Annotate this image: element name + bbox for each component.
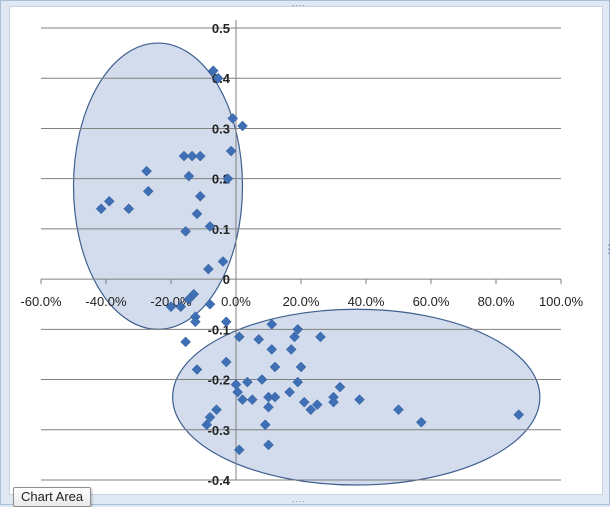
data-point: [123, 203, 135, 215]
data-point: [180, 226, 191, 237]
data-point: [183, 170, 195, 182]
data-point: [204, 411, 216, 423]
data-point: [212, 72, 224, 84]
x-tick-label: -40.0%: [85, 294, 127, 309]
data-point: [201, 419, 213, 431]
data-point: [305, 404, 317, 416]
y-tick-label: -0.2: [208, 373, 230, 388]
data-point: [217, 256, 229, 267]
data-point: [328, 396, 339, 408]
data-point: [142, 185, 154, 197]
x-tick-label: -60.0%: [20, 294, 62, 309]
y-tick-label: 0.1: [212, 222, 230, 237]
y-tick-label: 0.3: [212, 121, 230, 136]
data-point: [191, 364, 203, 375]
data-point: [165, 301, 177, 313]
data-point: [178, 150, 190, 162]
data-point: [186, 150, 198, 162]
y-tick-label: 0: [223, 272, 230, 287]
data-point: [175, 301, 187, 313]
data-point: [263, 439, 274, 451]
data-point: [242, 376, 253, 388]
right-resize-handle[interactable]: ⋮: [603, 242, 610, 256]
data-point: [220, 356, 232, 368]
x-tick-label: 20.0%: [283, 294, 320, 309]
chart-area-tooltip: Chart Area: [13, 487, 92, 507]
data-point: [95, 203, 107, 215]
data-point: [103, 195, 115, 207]
bottom-resize-handle[interactable]: ....: [292, 494, 307, 504]
data-point: [191, 208, 203, 220]
y-tick-label: 0.5: [212, 21, 230, 36]
data-point: [315, 331, 326, 343]
data-point: [180, 336, 191, 348]
data-point: [141, 165, 152, 177]
data-point: [266, 344, 278, 355]
data-point: [284, 386, 295, 398]
data-point: [263, 401, 274, 413]
data-point: [194, 190, 206, 202]
data-point: [311, 399, 323, 411]
data-point: [285, 344, 297, 355]
data-point: [298, 396, 310, 408]
data-point: [204, 298, 216, 310]
data-point: [237, 120, 248, 132]
data-point: [207, 65, 219, 77]
data-point: [227, 113, 239, 124]
data-point: [266, 318, 278, 330]
y-tick-label: -0.3: [208, 423, 230, 438]
data-point: [269, 361, 281, 373]
data-point: [415, 416, 427, 428]
data-point: [295, 361, 307, 373]
cluster-ellipse-2: [172, 308, 541, 486]
y-tick-label: 0.2: [212, 172, 230, 187]
x-tick-label: 80.0%: [478, 294, 515, 309]
data-point: [354, 394, 365, 405]
data-point: [256, 374, 268, 385]
data-point: [190, 316, 201, 328]
data-point: [237, 394, 248, 405]
data-point: [204, 221, 216, 232]
x-tick-label: 40.0%: [348, 294, 385, 309]
data-point: [292, 323, 304, 335]
data-point: [194, 150, 206, 162]
data-point: [513, 409, 525, 421]
data-point: [246, 394, 258, 405]
data-point: [269, 391, 281, 403]
data-point: [203, 263, 214, 275]
data-point: [289, 331, 300, 343]
data-point: [211, 404, 222, 416]
data-point: [232, 386, 243, 398]
top-resize-handle[interactable]: ....: [292, 0, 307, 8]
data-point: [220, 316, 232, 328]
x-tick-label: 100.0%: [539, 294, 584, 309]
data-point: [393, 404, 404, 416]
data-point: [222, 173, 234, 185]
data-point: [259, 419, 271, 431]
data-point: [183, 293, 195, 305]
y-tick-label: -0.1: [208, 322, 230, 337]
data-point: [334, 381, 346, 393]
data-point: [233, 444, 245, 456]
x-tick-label: 0.0%: [221, 294, 251, 309]
data-point: [225, 145, 237, 157]
data-point: [253, 334, 265, 345]
data-point: [292, 376, 304, 388]
y-tick-label: -0.4: [208, 473, 231, 488]
data-point: [233, 331, 245, 343]
x-tick-label: 60.0%: [413, 294, 450, 309]
